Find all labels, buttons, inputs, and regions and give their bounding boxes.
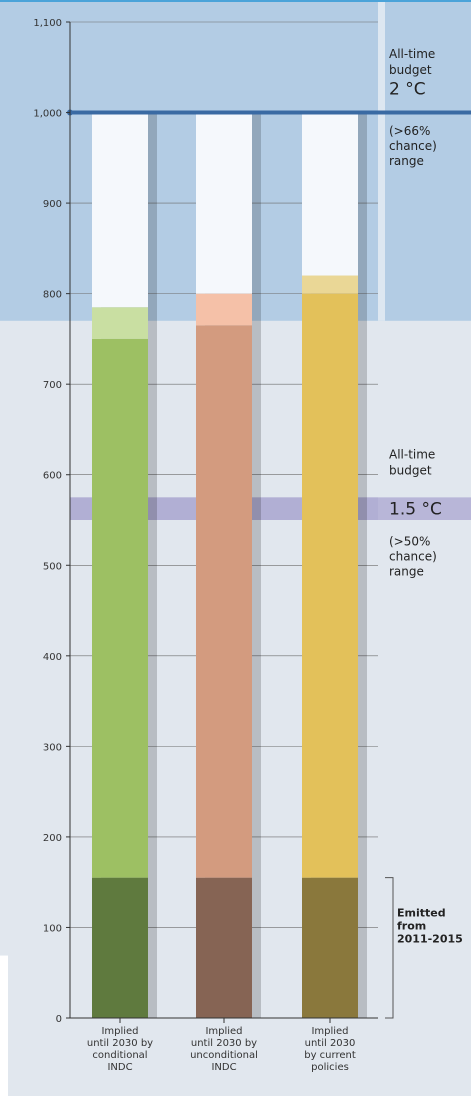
bar-segment bbox=[92, 338, 148, 878]
top-edge bbox=[0, 0, 471, 2]
bar-segment bbox=[302, 877, 358, 1018]
category-label: until 2030 by bbox=[191, 1038, 257, 1049]
budget-15c-chance: range bbox=[389, 564, 424, 578]
budget-2c-band-right bbox=[385, 0, 471, 321]
category-label: by current bbox=[304, 1050, 356, 1061]
bar-segment bbox=[196, 112, 252, 294]
emitted-bracket bbox=[385, 877, 394, 1019]
budget-15c-chance: chance) bbox=[389, 549, 437, 563]
y-tick-label: 300 bbox=[43, 742, 62, 753]
budget-15c-chance: (>50% bbox=[389, 534, 430, 548]
bar-segment bbox=[92, 307, 148, 339]
budget-2c-label: All-time bbox=[389, 47, 435, 61]
bar-segment bbox=[302, 293, 358, 878]
budget-2c-chance: chance) bbox=[389, 139, 437, 153]
bars bbox=[92, 112, 367, 1018]
category-label: conditional bbox=[92, 1050, 147, 1061]
category-label: Implied bbox=[101, 1026, 138, 1037]
bar-segment bbox=[196, 293, 252, 326]
category-label: INDC bbox=[211, 1062, 236, 1073]
budget-2c-label: budget bbox=[389, 63, 432, 77]
y-tick-label: 100 bbox=[43, 923, 62, 934]
y-axis: 0 100 200 300 400 500 600 700 800 900 1,000 1,100 bbox=[33, 18, 378, 1025]
category-label: INDC bbox=[107, 1062, 132, 1073]
y-tick-label: 800 bbox=[43, 290, 62, 301]
bar-segment bbox=[302, 112, 358, 276]
bar-segment bbox=[92, 112, 148, 308]
budget-2c-chance: range bbox=[389, 154, 424, 168]
bar-segment bbox=[196, 325, 252, 878]
y-tick-label: 0 bbox=[56, 1014, 62, 1025]
emitted-label: Emitted bbox=[397, 907, 446, 920]
budget-15c-band bbox=[70, 497, 471, 520]
budget-2c-chance: (>66% bbox=[389, 124, 430, 138]
bar-segment bbox=[92, 877, 148, 1018]
y-tick-label: 400 bbox=[43, 652, 62, 663]
category-label: policies bbox=[311, 1062, 349, 1073]
bar-segment bbox=[196, 877, 252, 1018]
y-tick-label: 500 bbox=[43, 561, 62, 572]
y-tick-label: 1,100 bbox=[33, 18, 62, 29]
budget-2c-band-separator bbox=[378, 0, 385, 321]
left-margin bbox=[0, 955, 8, 1096]
y-tick-label: 1,000 bbox=[33, 109, 62, 120]
y-tick-label: 200 bbox=[43, 833, 62, 844]
y-tick-label: 900 bbox=[43, 199, 62, 210]
budget-15c-label: All-time bbox=[389, 447, 435, 461]
y-tick-label: 700 bbox=[43, 380, 62, 391]
category-label: until 2030 bbox=[305, 1038, 356, 1049]
category-label: Implied bbox=[205, 1026, 242, 1037]
bar-segment bbox=[302, 275, 358, 294]
y-tick-label: 600 bbox=[43, 471, 62, 482]
budget-15c-temperature: 1.5 °C bbox=[389, 500, 442, 520]
budget-2c-temperature: 2 °C bbox=[389, 79, 426, 99]
category-label: until 2030 by bbox=[87, 1038, 153, 1049]
emitted-label: 2011-2015 bbox=[397, 933, 463, 946]
budget-15c-label: budget bbox=[389, 463, 432, 477]
emitted-label: from bbox=[397, 920, 426, 933]
category-label: unconditional bbox=[190, 1050, 258, 1061]
category-label: Implied bbox=[311, 1026, 348, 1037]
